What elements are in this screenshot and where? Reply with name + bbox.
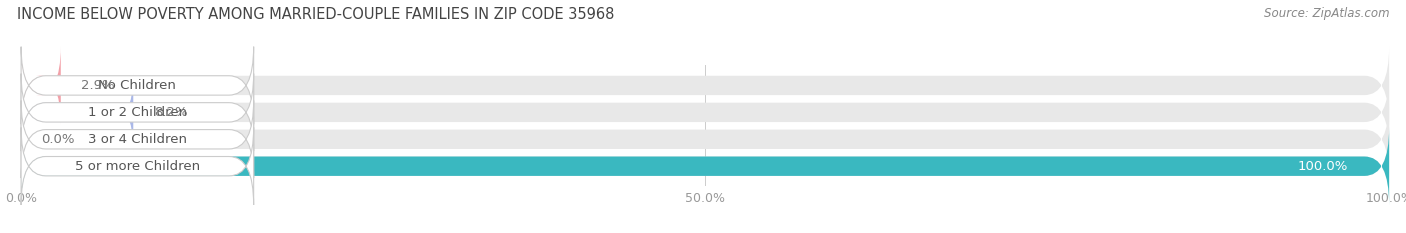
Text: 5 or more Children: 5 or more Children: [75, 160, 200, 173]
Text: No Children: No Children: [98, 79, 176, 92]
Text: 8.2%: 8.2%: [153, 106, 187, 119]
FancyBboxPatch shape: [21, 100, 1389, 178]
FancyBboxPatch shape: [21, 127, 1389, 205]
Text: 0.0%: 0.0%: [42, 133, 75, 146]
Text: Source: ZipAtlas.com: Source: ZipAtlas.com: [1264, 7, 1389, 20]
Text: 1 or 2 Children: 1 or 2 Children: [87, 106, 187, 119]
FancyBboxPatch shape: [21, 47, 60, 124]
FancyBboxPatch shape: [21, 74, 134, 151]
FancyBboxPatch shape: [21, 100, 253, 178]
FancyBboxPatch shape: [21, 47, 253, 124]
FancyBboxPatch shape: [21, 47, 1389, 124]
Text: INCOME BELOW POVERTY AMONG MARRIED-COUPLE FAMILIES IN ZIP CODE 35968: INCOME BELOW POVERTY AMONG MARRIED-COUPL…: [17, 7, 614, 22]
FancyBboxPatch shape: [21, 74, 1389, 151]
FancyBboxPatch shape: [21, 127, 1389, 205]
FancyBboxPatch shape: [21, 74, 253, 151]
Text: 3 or 4 Children: 3 or 4 Children: [87, 133, 187, 146]
FancyBboxPatch shape: [21, 127, 253, 205]
Text: 2.9%: 2.9%: [82, 79, 115, 92]
Text: 100.0%: 100.0%: [1298, 160, 1348, 173]
